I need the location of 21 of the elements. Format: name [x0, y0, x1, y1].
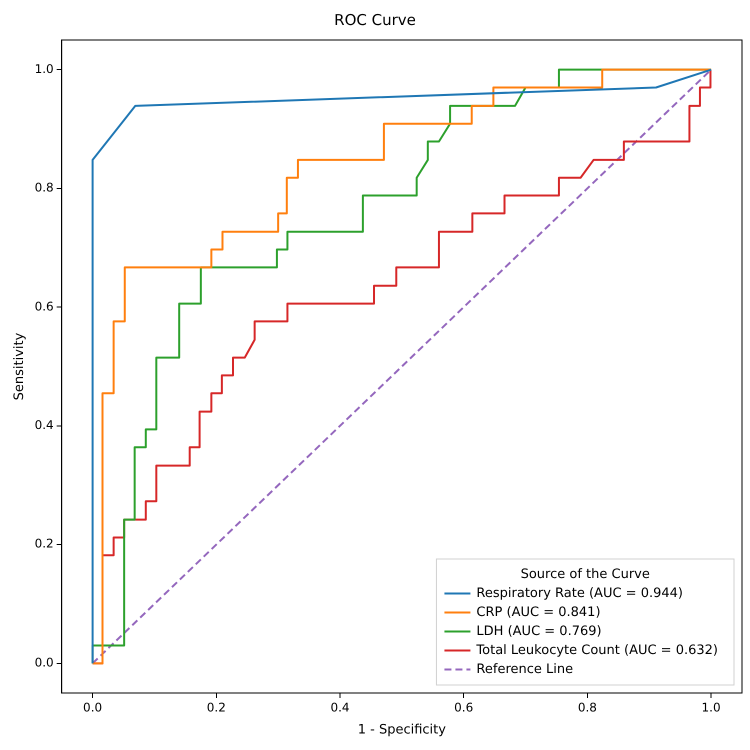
- x-tick-label: 1.0: [702, 700, 721, 714]
- x-tick-label: 0.8: [578, 700, 597, 714]
- y-axis-title: Sensitivity: [12, 332, 28, 400]
- legend-title: Source of the Curve: [520, 566, 650, 582]
- y-tick-label: 0.0: [34, 655, 54, 670]
- chart-title: ROC Curve: [334, 10, 416, 29]
- legend-label: CRP (AUC = 0.841): [476, 604, 601, 620]
- legend-label: Respiratory Rate (AUC = 0.944): [476, 586, 683, 601]
- x-axis-title: 1 - Specificity: [358, 722, 446, 738]
- x-tick-label: 0.2: [206, 700, 226, 714]
- legend-label: Reference Line: [476, 662, 574, 677]
- y-tick-label: 0.4: [34, 418, 54, 432]
- y-tick-label: 0.8: [34, 180, 54, 195]
- x-tick-label: 0.0: [83, 700, 102, 714]
- legend-label: LDH (AUC = 0.769): [476, 624, 602, 639]
- y-tick-label: 1.0: [34, 62, 54, 76]
- x-tick-label: 0.4: [330, 700, 350, 714]
- legend-label: Total Leukocyte Count (AUC = 0.632): [475, 642, 718, 658]
- y-tick-label: 0.2: [34, 536, 54, 551]
- x-tick-label: 0.6: [454, 700, 474, 714]
- y-tick-label: 0.6: [34, 299, 54, 314]
